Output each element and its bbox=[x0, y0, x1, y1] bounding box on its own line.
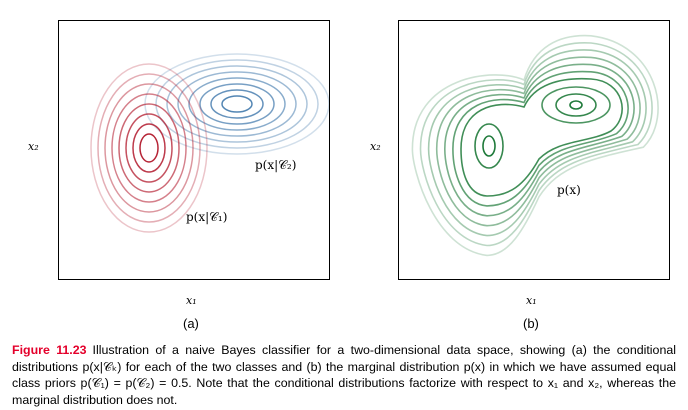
class2-contour bbox=[155, 59, 319, 149]
class2-contour bbox=[144, 53, 329, 155]
class1-contour bbox=[104, 83, 194, 213]
marginal-contour bbox=[435, 56, 641, 227]
class2-contour bbox=[177, 71, 297, 137]
marginal-contour bbox=[452, 70, 629, 207]
class1-contour bbox=[97, 73, 201, 223]
caption-text: Illustration of a naive Bayes classifier… bbox=[12, 343, 676, 407]
marginal-contour bbox=[474, 123, 504, 169]
class2-contour bbox=[210, 89, 264, 119]
class1-contour bbox=[139, 133, 159, 163]
figure-caption: Figure 11.23 Illustration of a naive Baye… bbox=[12, 342, 676, 408]
marginal-contour bbox=[460, 77, 623, 197]
class2-contour bbox=[221, 95, 253, 113]
panel-a-contour-plot bbox=[90, 53, 329, 233]
class2-contour bbox=[199, 83, 275, 125]
marginal-contour bbox=[482, 135, 496, 157]
panel-a-y-axis-label: x₂ bbox=[28, 140, 39, 153]
panel-b-x-axis-label: x₁ bbox=[526, 294, 537, 307]
marginal-contour bbox=[411, 34, 659, 257]
marginal-distribution-label: p(x) bbox=[557, 183, 581, 197]
marginal-contour bbox=[541, 86, 611, 124]
marginal-contour bbox=[443, 63, 635, 217]
panel-b-sublabel: (b) bbox=[523, 316, 539, 331]
panel-a-plot-frame bbox=[58, 20, 330, 280]
panel-a-sublabel: (a) bbox=[183, 316, 199, 331]
class2-distribution-label: p(x|𝒞₂) bbox=[255, 158, 297, 172]
marginal-contour bbox=[569, 100, 583, 110]
marginal-contour bbox=[427, 49, 647, 237]
panel-b-contour-plot bbox=[411, 34, 659, 257]
class1-contour bbox=[132, 123, 166, 173]
panel-a-x-axis-label: x₁ bbox=[186, 294, 197, 307]
marginal-contour bbox=[555, 93, 597, 117]
class2-contour bbox=[166, 65, 308, 143]
class1-contour bbox=[111, 93, 187, 203]
class1-contour bbox=[125, 113, 173, 183]
figure-number: Figure 11.23 bbox=[12, 343, 87, 357]
marginal-contour bbox=[419, 42, 653, 247]
class2-contour bbox=[188, 77, 286, 131]
panel-b-plot-frame bbox=[398, 20, 670, 280]
class1-contour bbox=[90, 63, 208, 233]
class1-distribution-label: p(x|𝒞₁) bbox=[186, 210, 228, 224]
class1-contour bbox=[118, 103, 180, 193]
panel-b-y-axis-label: x₂ bbox=[370, 140, 381, 153]
